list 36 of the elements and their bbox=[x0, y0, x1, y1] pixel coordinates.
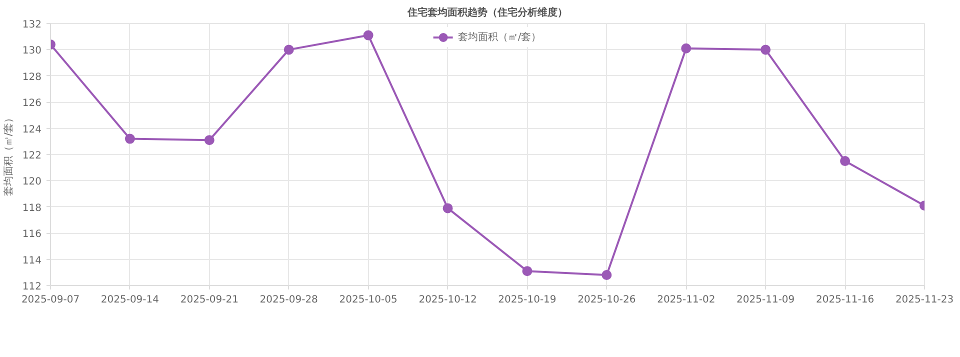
y-tick-label: 114 bbox=[22, 255, 42, 266]
x-tick-label: 2025-10-26 bbox=[578, 294, 636, 306]
x-tick-label: 2025-11-23 bbox=[895, 294, 954, 306]
point bbox=[442, 203, 453, 214]
y-tick-label: 124 bbox=[22, 124, 42, 136]
legend-label: 套均面积（㎡/套） bbox=[458, 31, 542, 44]
y-tick-label: 118 bbox=[22, 202, 42, 214]
point bbox=[124, 134, 135, 144]
point bbox=[840, 156, 850, 166]
y-tick-label: 126 bbox=[22, 98, 42, 110]
y-tick-label: 130 bbox=[22, 46, 42, 57]
x-tick-label: 2025-10-19 bbox=[498, 294, 556, 306]
point bbox=[284, 44, 294, 55]
chart-title: 住宅套均面积趋势（住宅分析维度） bbox=[406, 6, 568, 18]
x-tick-label: 2025-09-07 bbox=[21, 294, 80, 306]
point bbox=[363, 30, 374, 40]
x-tick-label: 2025-11-09 bbox=[736, 294, 795, 306]
y-tick-label: 116 bbox=[22, 229, 42, 240]
x-tick-label: 2025-11-02 bbox=[657, 294, 716, 306]
x-tick-label: 2025-09-21 bbox=[180, 294, 238, 306]
x-tick-label: 2025-09-14 bbox=[100, 294, 160, 306]
point bbox=[681, 43, 692, 54]
y-tick-label: 112 bbox=[22, 282, 42, 292]
x-tick-label: 2025-10-05 bbox=[339, 294, 398, 306]
x-tick-label: 2025-10-12 bbox=[418, 294, 477, 306]
point bbox=[204, 135, 214, 146]
point bbox=[522, 266, 532, 276]
y-tick-label: 120 bbox=[22, 176, 42, 188]
y-axis-title: 套均面积（㎡/套） bbox=[2, 112, 14, 196]
point bbox=[760, 44, 771, 55]
x-tick-label: 2025-09-28 bbox=[260, 294, 318, 306]
point bbox=[602, 270, 612, 280]
x-tick-label: 2025-11-16 bbox=[816, 294, 874, 306]
y-tick-label: 122 bbox=[22, 150, 42, 162]
y-tick-label: 128 bbox=[22, 72, 42, 83]
y-tick-label: 132 bbox=[22, 20, 42, 30]
